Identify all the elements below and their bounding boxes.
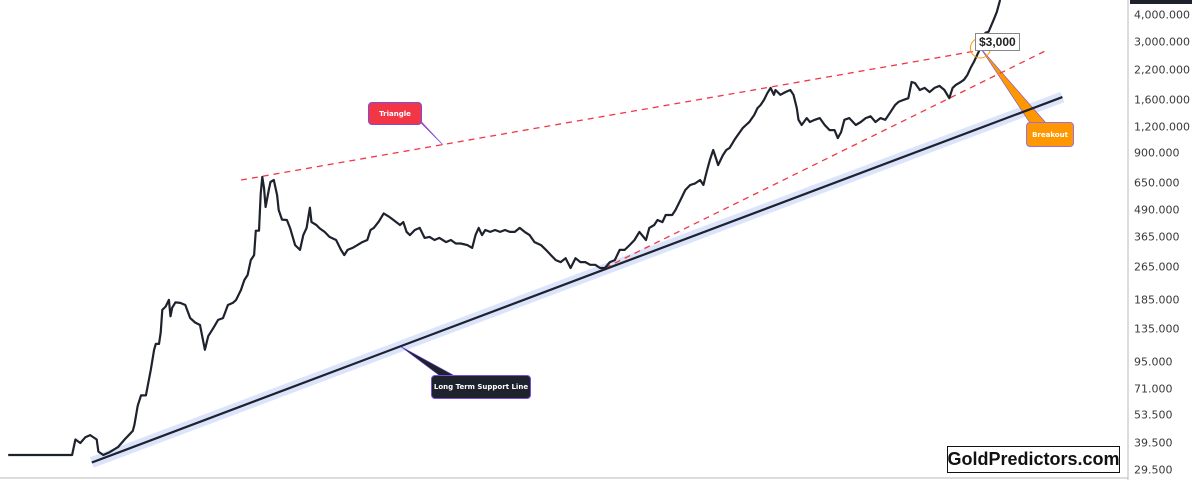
y-tick-label: 29.500 bbox=[1134, 463, 1173, 477]
triangle-lower-line bbox=[604, 50, 1045, 269]
y-tick-label: 265.000 bbox=[1134, 260, 1180, 274]
y-tick-label: 4,000.000 bbox=[1134, 8, 1190, 22]
support-callout-pointer bbox=[399, 345, 456, 377]
triangle-upper-line bbox=[240, 46, 1001, 181]
triangle-callout: Triangle bbox=[368, 102, 422, 125]
breakout-callout-text: Breakout bbox=[1032, 130, 1068, 139]
breakout-callout: Breakout bbox=[1026, 122, 1074, 147]
y-tick-label: 71.000 bbox=[1134, 382, 1173, 396]
support-line bbox=[91, 96, 1063, 464]
watermark: GoldPredictors.com bbox=[947, 446, 1120, 473]
y-tick-label: 39.500 bbox=[1134, 436, 1173, 450]
y-tick-label: 185.000 bbox=[1134, 293, 1180, 307]
y-tick-label: 135.000 bbox=[1134, 322, 1180, 336]
y-tick-label: 365.000 bbox=[1134, 230, 1180, 244]
y-tick-label: 650.000 bbox=[1134, 176, 1180, 190]
y-tick-label: 2,200.000 bbox=[1134, 63, 1190, 77]
y-tick-label: 900.000 bbox=[1134, 146, 1180, 160]
y-tick-label: 1,200.000 bbox=[1134, 120, 1190, 134]
support-line-callout: Long Term Support Line bbox=[431, 375, 531, 399]
y-tick-label: 95.000 bbox=[1134, 355, 1173, 369]
y-tick-label: 490.000 bbox=[1134, 203, 1180, 217]
triangle-callout-text: Triangle bbox=[379, 109, 411, 118]
price-line bbox=[8, 0, 1002, 457]
y-tick-label: 3,000.000 bbox=[1134, 35, 1190, 49]
current-price-label bbox=[1130, 0, 1192, 4]
price-level-label: $3,000 bbox=[975, 33, 1020, 51]
y-tick-label: 53.500 bbox=[1134, 408, 1173, 422]
support-callout-text: Long Term Support Line bbox=[433, 383, 529, 391]
y-tick-label: 1,600.000 bbox=[1134, 93, 1190, 107]
